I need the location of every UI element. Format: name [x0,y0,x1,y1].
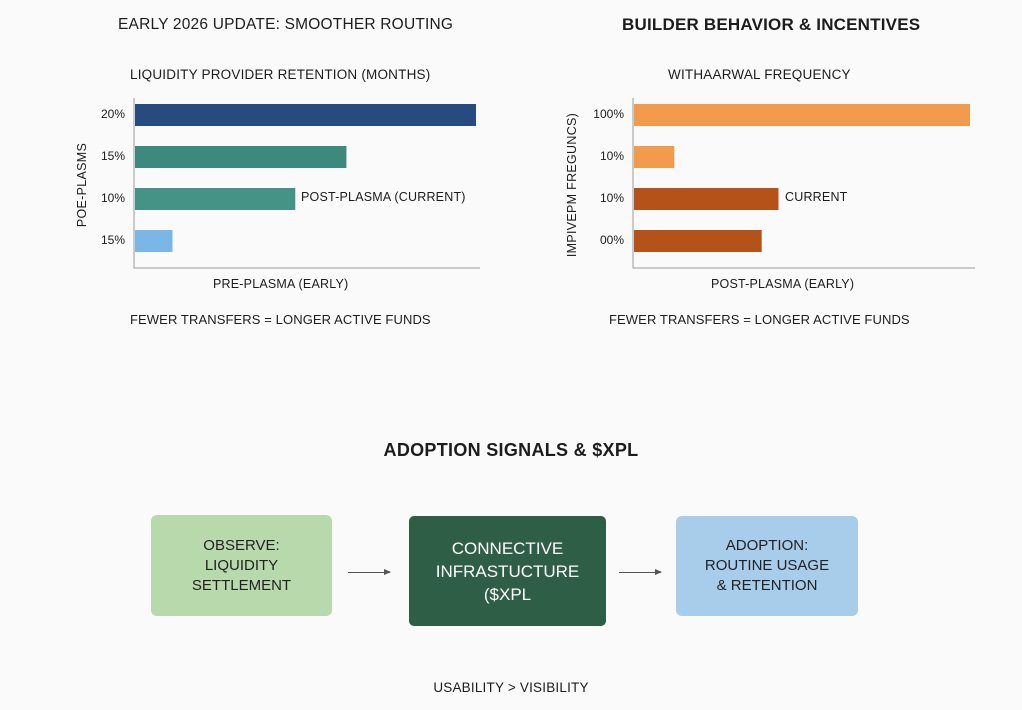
flow-arrow-icon [348,569,391,575]
left-chart-category-label: 10% [100,191,125,205]
right-chart-category-label: 100% [593,107,624,121]
left-section-title: EARLY 2026 UPDATE: SMOOTHER ROUTING [118,16,454,33]
flow-arrow-icon [619,569,662,575]
flow-step-adoption: ADOPTION: ROUTINE USAGE & RETENTION [676,516,858,616]
left-chart-category-label: 15% [100,233,125,247]
right-section-title: BUILDER BEHAVIOR & INCENTIVES [622,15,921,34]
right-chart-bar [634,188,779,210]
right-chart-xlabel: POST-PLASMA (EARLY) [711,277,855,291]
flow-step-label: OBSERVE: LIQUIDITY SETTLEMENT [191,536,292,594]
right-chart-category-label: 10% [599,191,624,205]
right-chart-axis [632,98,975,269]
left-chart-title: LIQUIDITY PROVIDER RETENTION (MONTHS) [130,67,431,82]
right-chart-footnote: FEWER TRANSFERS = LONGER ACTIVE FUNDS [609,312,910,327]
right-chart-annotation: CURRENT [785,190,848,204]
left-chart-category-label: 20% [100,107,125,121]
right-chart-category-label: 00% [599,233,624,247]
right-chart-category-label: 10% [599,149,624,163]
left-chart-bar [135,188,296,210]
left-bar-chart [133,98,480,269]
flow-title: ADOPTION SIGNALS & $XPL [383,440,639,460]
right-chart-bar [634,146,675,168]
left-chart-category-label: 15% [100,149,125,163]
left-chart-footnote: FEWER TRANSFERS = LONGER ACTIVE FUNDS [130,312,431,327]
left-chart-axis [133,98,480,269]
left-chart-bar [135,104,476,126]
right-chart-bar [634,230,762,252]
left-chart-bar [135,230,173,252]
flow-step-label: CONNECTIVE INFRASTUCTURE ($XPL [435,538,580,604]
left-chart-bar [135,146,347,168]
left-chart-xlabel: PRE-PLASMA (EARLY) [213,277,349,291]
right-chart-bar [634,104,970,126]
right-chart-title: WITHAARWAL FREQUENCY [668,67,851,82]
flow-step-infrastructure: CONNECTIVE INFRASTUCTURE ($XPL [409,516,606,626]
left-chart-annotation: POST-PLASMA (CURRENT) [301,190,466,204]
flow-step-observe: OBSERVE: LIQUIDITY SETTLEMENT [151,515,332,616]
flow-step-label: ADOPTION: ROUTINE USAGE & RETENTION [704,537,830,594]
bottom-note: USABILITY > VISIBILITY [433,680,589,695]
right-bar-chart [632,98,975,269]
